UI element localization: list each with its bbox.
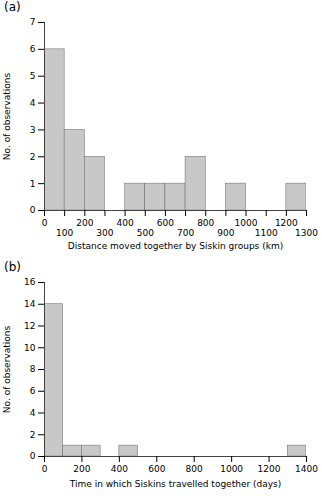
svg-text:600: 600: [157, 218, 174, 228]
svg-text:Time in which Siskins travelle: Time in which Siskins travelled together…: [69, 479, 282, 489]
svg-text:100: 100: [56, 228, 73, 238]
svg-text:4: 4: [30, 408, 36, 418]
svg-text:800: 800: [197, 218, 214, 228]
svg-text:500: 500: [137, 228, 154, 238]
svg-text:200: 200: [76, 218, 93, 228]
svg-text:5: 5: [30, 71, 36, 81]
svg-text:6: 6: [30, 44, 36, 54]
svg-text:300: 300: [96, 228, 113, 238]
svg-text:1200: 1200: [258, 464, 281, 474]
svg-text:2: 2: [30, 152, 36, 162]
svg-text:0: 0: [30, 205, 36, 215]
svg-text:1400: 1400: [295, 464, 318, 474]
svg-text:400: 400: [111, 464, 128, 474]
svg-text:0: 0: [42, 464, 48, 474]
html-text:(b): (b): [4, 260, 21, 274]
svg-text:3: 3: [30, 125, 36, 135]
svg-text:0: 0: [42, 218, 48, 228]
svg-text:14: 14: [24, 299, 36, 309]
svg-text:200: 200: [73, 464, 90, 474]
svg-text:700: 700: [177, 228, 194, 238]
svg-text:6: 6: [30, 386, 36, 396]
svg-text:Distance moved together by Sis: Distance moved together by Siskin groups…: [68, 241, 283, 251]
svg-text:1300: 1300: [295, 228, 318, 238]
svg-text:8: 8: [30, 364, 36, 374]
svg-text:10: 10: [24, 343, 36, 353]
svg-text:800: 800: [186, 464, 203, 474]
svg-text:1100: 1100: [255, 228, 278, 238]
svg-text:900: 900: [217, 228, 234, 238]
svg-text:No. of observations: No. of observations: [2, 73, 12, 161]
svg-text:400: 400: [117, 218, 134, 228]
html-text:(a): (a): [4, 0, 21, 14]
svg-text:4: 4: [30, 98, 36, 108]
svg-text:7: 7: [30, 17, 36, 27]
svg-text:1: 1: [30, 179, 36, 189]
svg-text:600: 600: [148, 464, 165, 474]
svg-text:1200: 1200: [275, 218, 298, 228]
svg-text:2: 2: [30, 430, 36, 440]
svg-text:No. of observations: No. of observations: [2, 326, 12, 414]
svg-text:12: 12: [24, 321, 35, 331]
svg-text:1000: 1000: [220, 464, 243, 474]
svg-text:16: 16: [24, 277, 36, 287]
svg-text:0: 0: [30, 451, 36, 461]
svg-text:1000: 1000: [235, 218, 258, 228]
